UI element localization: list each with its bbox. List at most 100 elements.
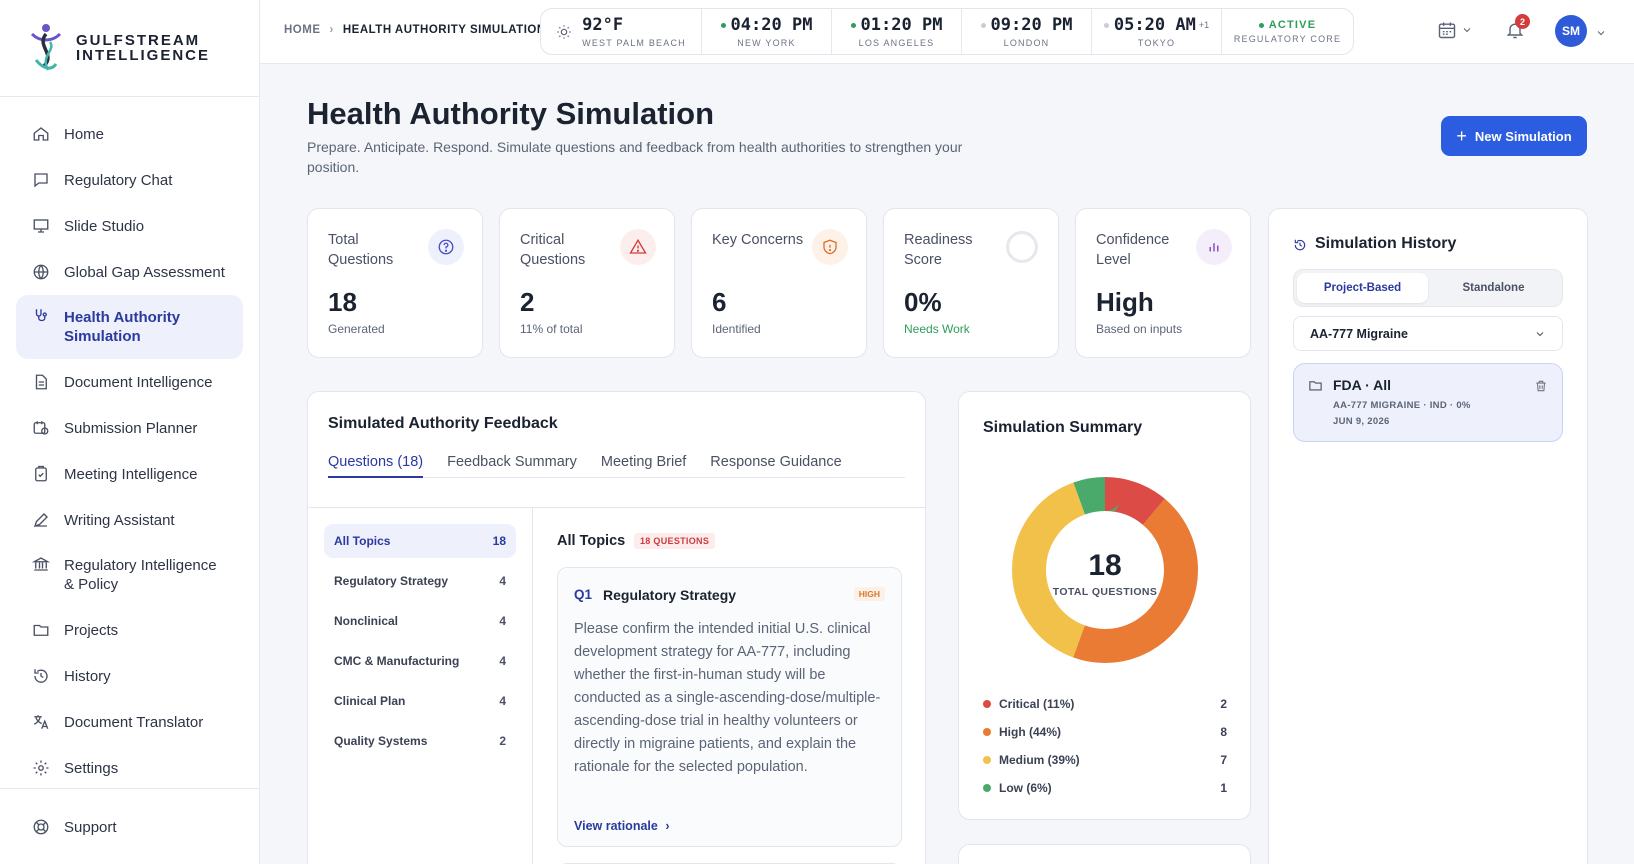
breadcrumb: HOME › HEALTH AUTHORITY SIMULATION [284, 24, 546, 36]
nav-item-submission-planner[interactable]: Submission Planner [16, 405, 243, 451]
calendar-button[interactable] [1437, 20, 1473, 40]
donut-slice-1 [1012, 477, 1198, 663]
nav-item-support[interactable]: Support [16, 804, 244, 850]
feedback-tabs: Questions (18) Feedback Summary Meeting … [328, 454, 905, 478]
trash-icon[interactable] [1534, 379, 1548, 393]
topic-all-topics[interactable]: All Topics 18 [324, 524, 516, 558]
status-label: ACTIVE [1268, 19, 1317, 31]
topic-label: Nonclinical [334, 614, 399, 628]
user-avatar[interactable]: SM [1555, 15, 1587, 47]
tab-feedback-summary[interactable]: Feedback Summary [447, 454, 577, 470]
history-icon [1294, 239, 1306, 251]
nav-item-document-translator[interactable]: Document Translator [16, 699, 243, 745]
legend-value: 8 [1220, 725, 1227, 739]
brand-logo[interactable]: GULFSTREAM INTELLIGENCE [0, 0, 259, 97]
nav-item-projects[interactable]: Projects [16, 607, 243, 653]
topic-clinical-plan[interactable]: Clinical Plan 4 [324, 684, 516, 718]
clock-city: LONDON [1003, 38, 1050, 48]
day-offset: +1 [1198, 20, 1210, 30]
nav-item-regulatory-intelligence-policy[interactable]: Regulatory Intelligence & Policy [16, 543, 243, 607]
topic-nonclinical[interactable]: Nonclinical 4 [324, 604, 516, 638]
sidebar-divider [0, 788, 260, 789]
kpi-sub: Based on inputs [1096, 322, 1183, 336]
nav-item-settings[interactable]: Settings [16, 745, 243, 791]
history-item-date: JUN 9, 2026 [1333, 416, 1390, 427]
legend-swatch [983, 756, 991, 764]
plus-icon: + [1456, 125, 1467, 146]
tab-response-guidance[interactable]: Response Guidance [710, 454, 842, 470]
summary-title: Simulation Summary [983, 419, 1143, 436]
nav-item-document-intelligence[interactable]: Document Intelligence [16, 359, 243, 405]
presentation-icon [33, 219, 49, 233]
history-item[interactable]: FDA · All AA-777 MIGRAINE · IND · 0% JUN… [1293, 363, 1563, 442]
question-circle-icon [428, 229, 464, 265]
feedback-title: Simulated Authority Feedback [328, 415, 558, 432]
nav-label: Regulatory Chat [64, 171, 173, 189]
nav-label: Health Authority Simulation [64, 309, 181, 345]
history-icon [34, 669, 48, 683]
simulated-feedback-panel: Simulated Authority Feedback Questions (… [307, 391, 926, 864]
legend-swatch [983, 728, 991, 736]
history-mode-toggle: Project-Based Standalone [1293, 269, 1563, 307]
nav-item-history[interactable]: History [16, 653, 243, 699]
new-simulation-button[interactable]: + New Simulation [1441, 116, 1587, 156]
topic-count: 4 [499, 654, 506, 668]
user-menu-toggle[interactable] [1595, 26, 1607, 44]
topic-quality-systems[interactable]: Quality Systems 2 [324, 724, 516, 758]
topic-count: 4 [499, 574, 506, 588]
priority-badge: HIGH [853, 587, 885, 601]
divider [308, 507, 925, 508]
legend-label: Critical (11%) [999, 697, 1075, 711]
question-card[interactable]: Q1 Regulatory Strategy HIGH Please confi… [557, 567, 902, 847]
folder-icon [1309, 381, 1322, 391]
legend-value: 2 [1220, 697, 1227, 711]
breadcrumb-home[interactable]: HOME [284, 24, 321, 36]
tab-questions[interactable]: Questions (18) [328, 454, 424, 478]
nav-item-regulatory-chat[interactable]: Regulatory Chat [16, 157, 243, 203]
clock-time: 05:20 AM [1113, 15, 1196, 35]
progress-ring-icon [1004, 229, 1040, 265]
kpi-label: Readiness Score [904, 232, 973, 268]
project-select[interactable]: AA-777 Migraine [1293, 316, 1563, 351]
notifications-button[interactable]: 2 [1505, 14, 1530, 45]
kpi-confidence-level: Confidence Level High Based on inputs [1075, 208, 1251, 358]
question-category: Regulatory Strategy [603, 587, 737, 603]
nav-item-writing-assistant[interactable]: Writing Assistant [16, 497, 243, 543]
question-number: Q1 [574, 587, 593, 602]
nav-item-meeting-intelligence[interactable]: Meeting Intelligence [16, 451, 243, 497]
tab-meeting-brief[interactable]: Meeting Brief [600, 454, 687, 470]
chevron-right-icon: › [329, 24, 334, 36]
project-select-value: AA-777 Migraine [1310, 326, 1408, 341]
question-text: Please confirm the intended initial U.S.… [574, 621, 881, 775]
nav-label: Support [64, 818, 117, 836]
question-list-title: All Topics [557, 533, 626, 549]
view-rationale-link[interactable]: View rationale › [574, 819, 670, 833]
shield-icon [812, 229, 848, 265]
clipboard-icon [35, 465, 47, 482]
clock-los-angeles: 01:20 PM LOS ANGELES [831, 9, 961, 54]
new-simulation-label: New Simulation [1474, 128, 1572, 144]
topic-count: 18 [492, 534, 506, 548]
pen-icon [33, 513, 48, 528]
nav-item-home[interactable]: Home [16, 111, 243, 157]
clock-london: 09:20 PM LONDON [961, 9, 1091, 54]
nav-label: Global Gap Assessment [64, 263, 225, 281]
nav-item-health-authority-simulation[interactable]: Health Authority Simulation [16, 295, 243, 359]
secondary-summary-panel [958, 844, 1251, 864]
legend-value: 1 [1220, 781, 1227, 795]
nav-label: Settings [64, 759, 119, 777]
clock-time: 01:20 PM [860, 15, 943, 35]
nav-item-slide-studio[interactable]: Slide Studio [16, 203, 243, 249]
topic-regulatory-strategy[interactable]: Regulatory Strategy 4 [324, 564, 516, 598]
gear-icon [33, 760, 49, 776]
legend-label: Low (6%) [999, 781, 1052, 795]
kpi-total-questions: Total Questions 18 Generated [307, 208, 483, 358]
nav-item-global-gap-assessment[interactable]: Global Gap Assessment [16, 249, 243, 295]
status-cell: ACTIVE REGULATORY CORE [1221, 9, 1353, 54]
topic-cmc-manufacturing[interactable]: CMC & Manufacturing 4 [324, 644, 516, 678]
segment-standalone[interactable]: Standalone [1462, 282, 1525, 294]
status-dot [1103, 22, 1109, 28]
clock-time: 04:20 PM [730, 15, 813, 35]
segment-project-based[interactable]: Project-Based [1297, 273, 1428, 303]
chevron-down-icon [1463, 28, 1471, 33]
